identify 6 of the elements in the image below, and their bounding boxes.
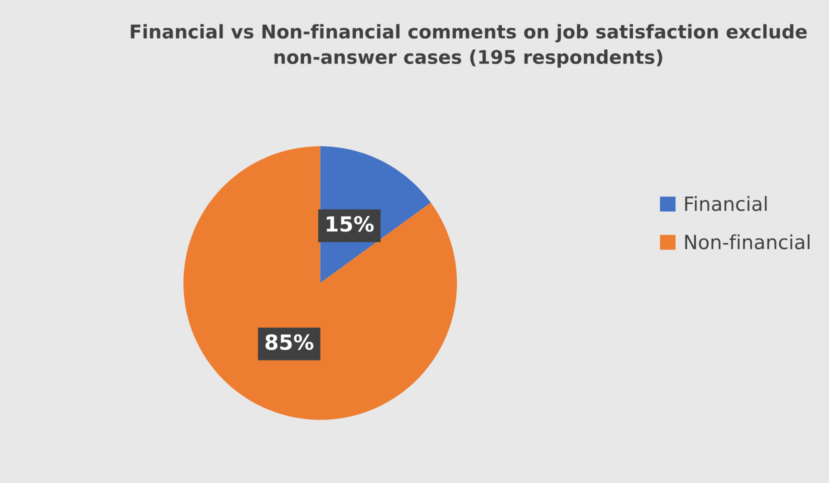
- data-label: 15%: [326, 216, 374, 232]
- data-label: 85%: [265, 334, 314, 350]
- legend-label: Financial: [685, 196, 767, 212]
- chart-title: Financial vs Non-financial comments on job satisfaction exclude non-answer cases (195 respondents): [130, 24, 807, 68]
- pie-slice: [183, 146, 457, 420]
- legend-label: Non-financial: [685, 234, 810, 250]
